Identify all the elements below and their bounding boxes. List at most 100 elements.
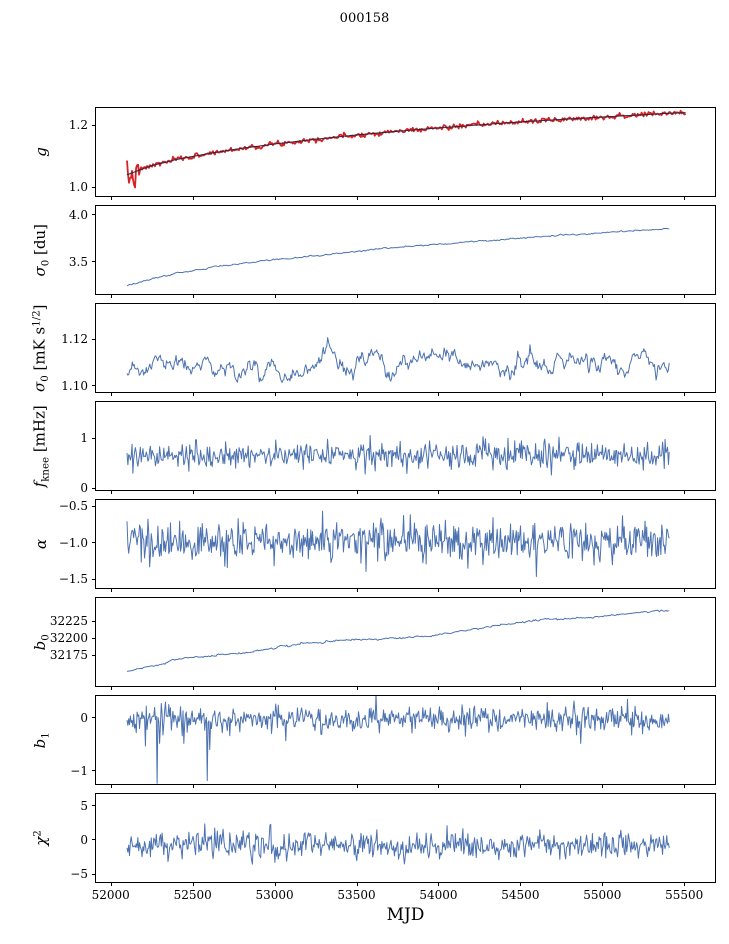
y-tick-label: 32200 [49,631,88,646]
x-tick-mark [356,686,358,690]
y-axis-label-text: b [30,640,49,651]
x-tick-mark [520,784,522,788]
y-axis-label-text: [mK s [30,326,49,376]
x-tick-mark [110,784,112,788]
y-tick-label: 4.0 [68,207,88,222]
y-axis-label-text: χ [31,836,50,846]
series-gain-model [126,112,686,176]
x-tick-label: 54000 [419,888,458,902]
panel-plot-b1 [126,696,670,784]
x-tick-mark [602,784,604,788]
series-b0 [126,609,670,672]
y-tick-mark [92,578,96,580]
x-tick-mark [684,686,686,690]
y-tick-label: 1.10 [61,378,88,393]
x-tick-mark [520,882,522,886]
x-tick-mark [356,392,358,396]
y-tick-label: 0 [80,481,88,495]
x-tick-mark [684,588,686,592]
y-tick-label: −1.0 [58,535,88,550]
x-tick-mark [438,392,440,396]
panel-g: g 1.2 1.0 [32,107,716,200]
y-axis-label-text: 2 [32,830,44,837]
x-tick-mark [520,294,522,298]
x-tick-label: 52500 [173,888,212,902]
y-axis-label-b1: b1 [10,696,72,784]
series-fknee [126,434,670,476]
x-tick-mark [520,588,522,592]
x-tick-mark [110,588,112,592]
x-tick-mark [602,392,604,396]
panel-plot-sigma0-du [126,227,670,287]
y-tick-label: −1 [70,763,88,778]
panel-b0: b0 32225 32200 32175 [31,597,716,690]
panel-plot-b0 [126,609,670,672]
x-tick-mark [356,490,358,494]
x-tick-mark [356,784,358,788]
y-axis-label-text: α [31,538,50,550]
x-tick-mark [274,588,276,592]
y-tick-label: 32225 [49,614,88,629]
y-axis-label-text: 1 [40,731,52,739]
x-tick-mark [110,882,112,886]
x-tick-mark [192,392,194,396]
x-tick-mark [274,784,276,788]
x-tick-mark [438,882,440,886]
y-tick-label: 3.5 [68,254,88,269]
y-tick-mark [92,637,96,639]
y-axis-label-text: 0 [40,375,52,382]
y-tick-mark [92,770,96,772]
x-tick-mark [438,294,440,298]
y-axis-label-chi2: χ2 [10,794,72,882]
x-tick-mark [602,588,604,592]
x-tick-mark [684,490,686,494]
x-tick-mark [356,882,358,886]
x-tick-mark [192,784,194,788]
x-tick-label: 55500 [665,888,704,902]
y-tick-label: 1.2 [68,118,88,133]
panel-sigma0-mk: σ0 [mK s1/2] 1.12 1.10 [31,303,716,396]
series-b1 [126,696,670,784]
y-axis-label-text: 1/2 [31,310,43,327]
y-tick-label: 32175 [49,648,88,663]
y-tick-mark [92,873,96,875]
y-axis-label-text: σ [30,381,49,392]
y-tick-label: 0 [80,832,88,847]
y-axis-label-text: ] [30,304,49,311]
x-tick-mark [602,882,604,886]
x-tick-mark [110,196,112,200]
y-tick-label: −5 [70,867,88,881]
x-tick-mark [356,294,358,298]
x-tick-label: 55000 [583,888,622,902]
y-axis-label-text: f [30,481,49,488]
x-tick-mark [684,784,686,788]
y-axis-label-sigma0-du: σ0 [du] [10,206,72,294]
y-tick-mark [92,839,96,841]
x-tick-mark [684,392,686,396]
y-axis-label-text: knee [40,456,52,482]
y-tick-mark [92,620,96,622]
series-gain-data [126,109,687,189]
x-tick-mark [438,196,440,200]
x-tick-label: 54500 [501,888,540,902]
x-tick-mark [110,686,112,690]
y-tick-mark [92,505,96,507]
y-tick-label: 1 [80,431,88,445]
x-tick-mark [110,392,112,396]
x-tick-mark [684,196,686,200]
x-tick-label: 52000 [91,888,130,902]
x-tick-mark [192,294,194,298]
x-tick-mark [520,490,522,494]
x-tick-mark [356,588,358,592]
series-chi2 [126,823,670,865]
x-tick-mark [192,588,194,592]
x-tick-mark [602,490,604,494]
x-tick-label: 53000 [255,888,294,902]
y-axis-label-text: σ [30,265,49,277]
panel-fknee: fknee [mHz] 1 0 [31,401,716,494]
panel-plot-g [126,109,687,189]
x-tick-mark [438,686,440,690]
x-tick-mark [520,392,522,396]
panel-alpha: α −0.5 −1.0 −1.5 [32,499,716,592]
panel-plot-alpha [126,510,670,577]
